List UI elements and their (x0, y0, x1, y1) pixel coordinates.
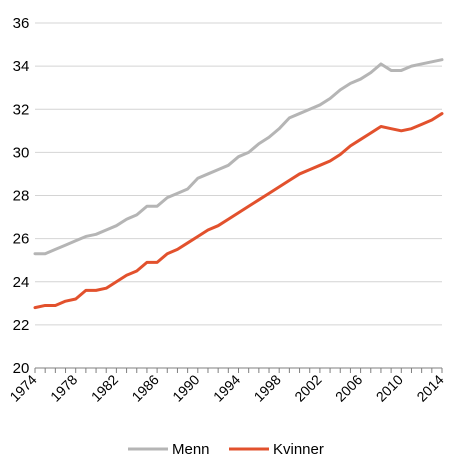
series-line-menn (33, 58, 444, 256)
x-tick-label: 1994 (210, 371, 243, 404)
y-tick-label: 20 (13, 360, 30, 377)
x-axis-ticks: 1974 1978 1982 1986 1990 1994 1998 2002 2006 2010… (6, 371, 446, 404)
y-tick-label: 34 (13, 58, 30, 75)
legend-label-menn: Menn (172, 441, 210, 458)
x-tick-label: 2010 (373, 371, 406, 404)
y-axis-ticks: 20 22 24 26 28 30 32 34 36 (13, 15, 30, 377)
x-tick-label: 2014 (413, 371, 446, 404)
x-tick-label: 1986 (128, 371, 161, 404)
x-tick-label: 1998 (251, 371, 284, 404)
y-tick-label: 36 (13, 15, 30, 32)
x-tick-label: 1982 (88, 371, 121, 404)
series-lines (33, 58, 444, 310)
x-tick-label: 1974 (6, 371, 39, 404)
x-tick-label: 2002 (291, 371, 324, 404)
y-tick-label: 32 (13, 101, 30, 118)
legend: Menn Kvinner (128, 441, 324, 458)
y-tick-label: 28 (13, 188, 30, 205)
series-line-kvinner (33, 112, 444, 310)
gridlines (35, 22, 442, 326)
x-tick-label: 2006 (332, 371, 365, 404)
y-tick-label: 30 (13, 144, 30, 161)
y-tick-label: 26 (13, 231, 30, 248)
y-tick-label: 22 (13, 317, 30, 334)
y-tick-label: 24 (13, 274, 30, 291)
legend-label-kvinner: Kvinner (273, 441, 324, 458)
x-tick-label: 1990 (169, 371, 202, 404)
axes (34, 367, 443, 373)
x-tick-label: 1978 (47, 371, 80, 404)
